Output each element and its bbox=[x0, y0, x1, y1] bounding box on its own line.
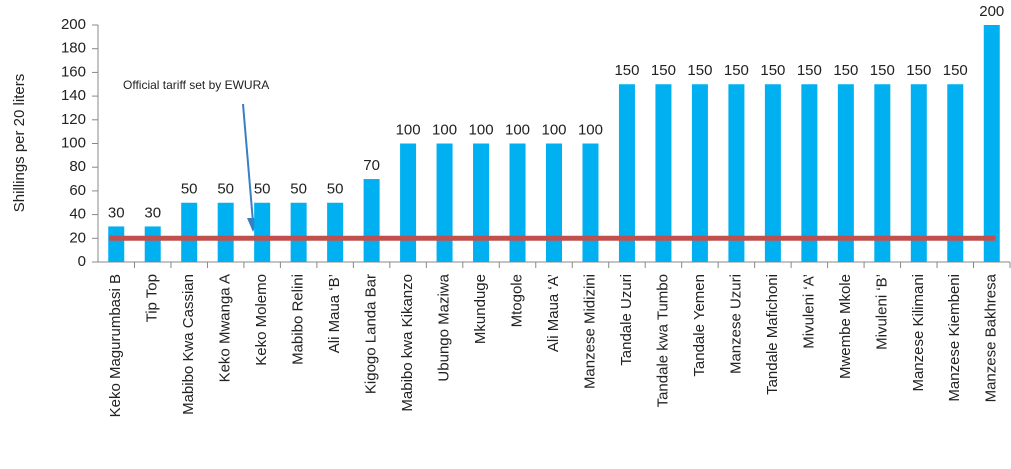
y-axis-label: Shillings per 20 liters bbox=[11, 74, 28, 212]
bar bbox=[910, 84, 927, 262]
x-tick-label: Manzese Kilimani bbox=[910, 274, 927, 392]
bar bbox=[108, 226, 125, 262]
data-label: 50 bbox=[254, 181, 271, 198]
y-tick-label: 80 bbox=[69, 158, 86, 175]
data-label: 150 bbox=[906, 62, 931, 79]
x-tick-label: Tandale Uzuri bbox=[618, 274, 635, 366]
x-tick-label: Tandale kwa Tumbo bbox=[654, 274, 671, 407]
data-label: 100 bbox=[469, 121, 494, 138]
bar bbox=[217, 202, 234, 262]
data-label: 50 bbox=[290, 181, 307, 198]
x-tick-label: Manzese Bakhresa bbox=[983, 273, 1000, 402]
x-tick-label: Mabibo Relini bbox=[290, 274, 307, 365]
y-tick-label: 60 bbox=[69, 182, 86, 199]
bar bbox=[874, 84, 891, 262]
bar bbox=[801, 84, 818, 262]
annotation: Official tariff set by EWURA bbox=[123, 78, 269, 92]
x-tick-label: Mabibo kwa Kikanzo bbox=[399, 274, 416, 412]
data-label: 100 bbox=[432, 121, 457, 138]
data-label: 150 bbox=[833, 62, 858, 79]
y-tick-label: 0 bbox=[78, 253, 86, 270]
bar bbox=[436, 143, 453, 262]
bar bbox=[764, 84, 781, 262]
data-label: 50 bbox=[217, 181, 234, 198]
data-label: 100 bbox=[541, 121, 566, 138]
x-tick-label: Tandale Yemen bbox=[691, 274, 708, 377]
x-tick-label: Manzese Kiembeni bbox=[946, 274, 963, 402]
bar bbox=[837, 84, 854, 262]
x-tick-label: Keko Mwanga A bbox=[217, 274, 234, 382]
data-label: 150 bbox=[724, 62, 749, 79]
data-label: 150 bbox=[870, 62, 895, 79]
bar bbox=[582, 143, 599, 262]
data-label: 30 bbox=[108, 204, 125, 221]
x-tick-label: Ali Maua ‘A’ bbox=[545, 274, 562, 352]
bar bbox=[546, 143, 562, 262]
x-tick-label: Ali Maua ‘B’ bbox=[326, 274, 343, 353]
x-tick-label: Keko Molemo bbox=[253, 274, 270, 366]
bar bbox=[509, 143, 526, 262]
bar bbox=[618, 84, 635, 262]
x-tick-label: Mivuleni ‘A’ bbox=[800, 274, 817, 349]
bar bbox=[181, 202, 198, 262]
data-label: 200 bbox=[979, 3, 1004, 20]
y-tick-label: 100 bbox=[61, 134, 86, 151]
data-label: 150 bbox=[651, 62, 676, 79]
data-label: 100 bbox=[505, 121, 530, 138]
data-label: 50 bbox=[327, 181, 344, 198]
bar bbox=[144, 226, 161, 262]
bar bbox=[728, 84, 745, 262]
y-tick-label: 160 bbox=[61, 63, 86, 80]
bar bbox=[655, 84, 672, 262]
x-tick-label: Mivuleni ‘B’ bbox=[873, 274, 890, 350]
x-tick-label: Ubungo Maziwa bbox=[436, 273, 453, 381]
x-tick-label: Manzese Uzuri bbox=[727, 274, 744, 374]
bar bbox=[983, 25, 1000, 262]
bar bbox=[327, 202, 344, 262]
data-label: 100 bbox=[578, 121, 603, 138]
x-tick-label: Mkunduge bbox=[472, 274, 489, 344]
x-tick-label: Mwembe Mkole bbox=[837, 274, 854, 379]
x-tick-label: Tip Top bbox=[144, 274, 161, 322]
y-tick-label: 200 bbox=[61, 16, 86, 33]
x-tick-label: Keko Magurumbasi B bbox=[107, 274, 124, 417]
bar bbox=[473, 143, 490, 262]
x-tick-label: Kigogo Landa Bar bbox=[363, 274, 380, 394]
annotation-arrow bbox=[242, 103, 254, 223]
bar bbox=[691, 84, 708, 262]
data-label: 150 bbox=[943, 62, 968, 79]
data-label: 70 bbox=[363, 157, 380, 174]
bar bbox=[254, 202, 271, 262]
y-tick-label: 180 bbox=[61, 40, 86, 57]
bar bbox=[363, 179, 380, 262]
x-tick-label: Tandale Mafichoni bbox=[764, 274, 781, 395]
data-label: 50 bbox=[181, 181, 198, 198]
bar bbox=[947, 84, 964, 262]
x-tick-label: Mabibo Kwa Cassian bbox=[180, 274, 197, 415]
data-label: 150 bbox=[687, 62, 712, 79]
x-tick-label: Manzese Midizini bbox=[581, 274, 598, 389]
data-label: 150 bbox=[614, 62, 639, 79]
y-tick-label: 120 bbox=[61, 111, 86, 128]
data-label: 30 bbox=[144, 204, 161, 221]
x-tick-label: Mtogole bbox=[508, 274, 525, 327]
y-tick-label: 140 bbox=[61, 87, 86, 104]
data-label: 150 bbox=[797, 62, 822, 79]
bar bbox=[400, 143, 417, 262]
data-label: 150 bbox=[760, 62, 785, 79]
y-tick-label: 20 bbox=[69, 229, 86, 246]
data-label: 100 bbox=[396, 121, 421, 138]
y-tick-label: 40 bbox=[69, 206, 86, 223]
bar bbox=[290, 202, 307, 262]
